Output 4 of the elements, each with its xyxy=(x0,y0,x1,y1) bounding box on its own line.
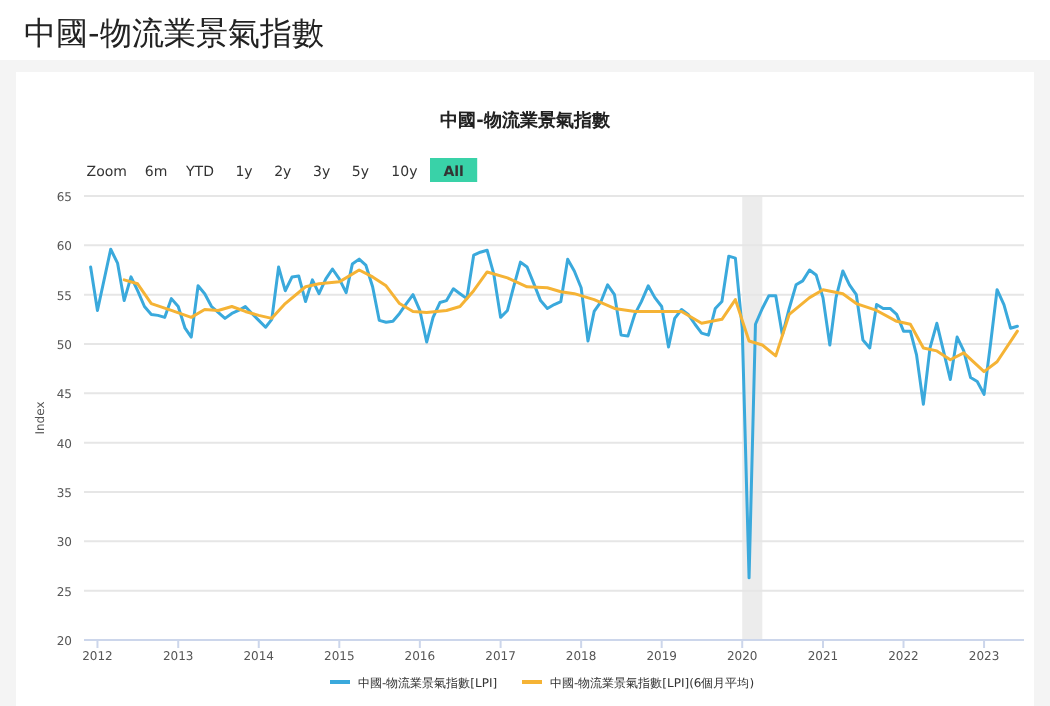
chart-title: 中國-物流業景氣指數 xyxy=(24,14,324,52)
line-series xyxy=(122,268,1019,374)
chart-subtitle: 中國-物流業景氣指數 xyxy=(440,110,612,132)
line-series xyxy=(89,247,1019,580)
